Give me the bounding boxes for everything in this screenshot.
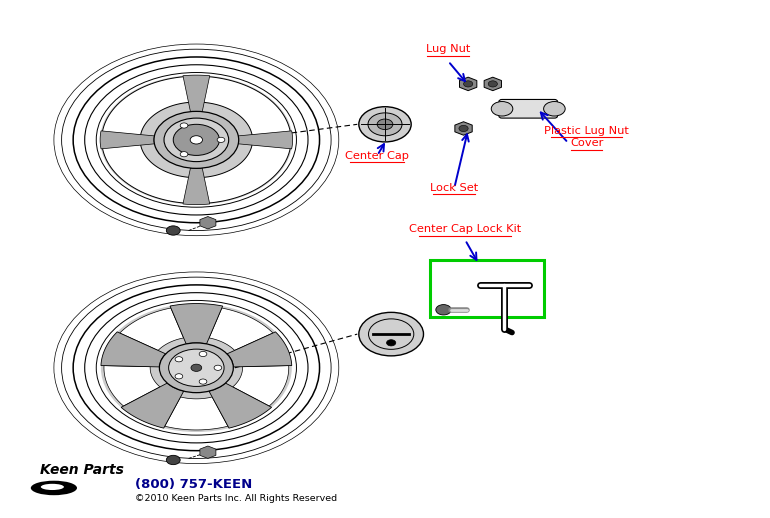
Polygon shape (104, 366, 160, 406)
Text: Center Cap: Center Cap (345, 151, 410, 161)
Text: ©2010 Keen Parts Inc. All Rights Reserved: ©2010 Keen Parts Inc. All Rights Reserve… (135, 494, 337, 503)
Polygon shape (102, 77, 189, 135)
Circle shape (175, 373, 182, 379)
Polygon shape (200, 217, 216, 229)
Polygon shape (238, 131, 293, 149)
Circle shape (164, 118, 229, 162)
Circle shape (100, 75, 293, 205)
Polygon shape (170, 304, 223, 344)
Text: Lug Nut: Lug Nut (426, 45, 470, 54)
Polygon shape (165, 397, 228, 430)
Polygon shape (101, 332, 166, 367)
Polygon shape (183, 168, 209, 205)
Text: Lock Set: Lock Set (430, 183, 478, 193)
Text: (800) 757-KEEN: (800) 757-KEEN (135, 478, 252, 491)
Circle shape (544, 102, 565, 116)
Circle shape (191, 364, 202, 371)
Circle shape (166, 455, 180, 465)
Polygon shape (203, 145, 290, 203)
Circle shape (377, 119, 393, 130)
Circle shape (464, 81, 473, 87)
Circle shape (169, 349, 224, 386)
Polygon shape (227, 332, 292, 367)
Circle shape (101, 304, 292, 432)
Polygon shape (209, 308, 273, 350)
Polygon shape (233, 366, 289, 406)
Bar (430, 260, 544, 317)
Circle shape (491, 102, 513, 116)
Circle shape (459, 125, 468, 132)
Circle shape (199, 379, 207, 384)
Circle shape (199, 351, 207, 356)
Polygon shape (102, 145, 189, 203)
Polygon shape (455, 122, 472, 135)
Circle shape (368, 113, 402, 136)
Polygon shape (203, 77, 290, 135)
Circle shape (387, 340, 396, 346)
Text: Center Cap Lock Kit: Center Cap Lock Kit (409, 224, 521, 234)
Circle shape (190, 136, 203, 144)
Polygon shape (183, 75, 209, 112)
Ellipse shape (41, 484, 64, 490)
FancyBboxPatch shape (499, 99, 557, 118)
Polygon shape (100, 131, 155, 149)
Circle shape (180, 152, 188, 157)
Polygon shape (200, 446, 216, 458)
Circle shape (359, 312, 424, 356)
Ellipse shape (31, 481, 77, 495)
Text: Cover: Cover (570, 138, 604, 148)
Circle shape (180, 123, 188, 128)
Polygon shape (209, 383, 272, 428)
Circle shape (436, 305, 451, 315)
Polygon shape (460, 77, 477, 91)
Circle shape (217, 137, 225, 142)
Circle shape (166, 226, 180, 235)
Text: Keen Parts: Keen Parts (40, 463, 124, 477)
Circle shape (488, 81, 497, 87)
Circle shape (214, 365, 222, 370)
Circle shape (154, 111, 239, 168)
Polygon shape (484, 77, 501, 91)
Circle shape (359, 107, 411, 142)
Circle shape (175, 357, 182, 362)
Circle shape (159, 343, 233, 393)
Circle shape (173, 124, 219, 155)
Polygon shape (121, 383, 184, 428)
Text: Plastic Lug Nut: Plastic Lug Nut (544, 126, 629, 136)
Polygon shape (120, 308, 183, 350)
